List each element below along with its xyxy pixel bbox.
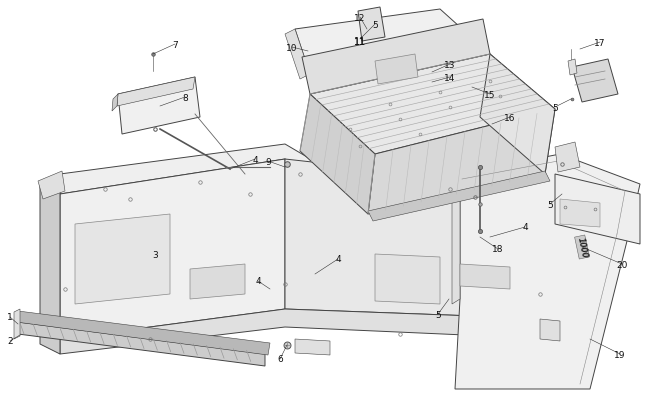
- Polygon shape: [375, 254, 440, 304]
- Text: 15: 15: [484, 90, 496, 99]
- Polygon shape: [455, 155, 640, 389]
- Polygon shape: [480, 55, 555, 175]
- Polygon shape: [295, 339, 330, 355]
- Polygon shape: [190, 264, 245, 299]
- Polygon shape: [572, 60, 618, 103]
- Text: 8: 8: [182, 93, 188, 102]
- Polygon shape: [555, 143, 580, 173]
- Polygon shape: [285, 30, 310, 80]
- Text: 2: 2: [7, 337, 13, 345]
- Text: 1: 1: [7, 313, 13, 322]
- Text: 4: 4: [252, 155, 258, 164]
- Polygon shape: [60, 145, 555, 209]
- Text: 12: 12: [354, 13, 366, 22]
- Polygon shape: [460, 264, 510, 289]
- Text: 17: 17: [594, 38, 606, 47]
- Text: 10: 10: [286, 43, 298, 52]
- Text: 3: 3: [152, 250, 158, 259]
- Polygon shape: [452, 175, 460, 304]
- Polygon shape: [16, 311, 270, 355]
- Polygon shape: [555, 175, 640, 244]
- Text: 11: 11: [354, 37, 366, 47]
- Text: 19: 19: [614, 350, 626, 358]
- Text: 18: 18: [492, 245, 504, 254]
- Polygon shape: [117, 78, 195, 107]
- Text: 6: 6: [277, 355, 283, 364]
- Polygon shape: [40, 175, 60, 354]
- Text: 5: 5: [435, 310, 441, 319]
- Polygon shape: [300, 95, 375, 215]
- Polygon shape: [285, 160, 555, 319]
- Polygon shape: [118, 78, 200, 135]
- Polygon shape: [302, 20, 490, 95]
- Polygon shape: [568, 60, 577, 76]
- Text: 4: 4: [522, 223, 528, 232]
- Text: 16: 16: [504, 113, 515, 122]
- Polygon shape: [295, 10, 490, 75]
- Polygon shape: [75, 215, 170, 304]
- Text: 9: 9: [265, 157, 271, 166]
- Polygon shape: [560, 200, 600, 228]
- Text: 11: 11: [354, 37, 366, 47]
- Text: 4: 4: [255, 277, 261, 286]
- Text: 4: 4: [335, 255, 341, 264]
- Polygon shape: [60, 309, 555, 354]
- Polygon shape: [368, 172, 550, 222]
- Polygon shape: [38, 172, 65, 200]
- Text: 14: 14: [445, 73, 456, 82]
- Text: 5: 5: [372, 20, 378, 30]
- Text: 5: 5: [547, 200, 553, 209]
- Polygon shape: [112, 95, 118, 112]
- Text: 20: 20: [616, 260, 628, 269]
- Text: 13: 13: [444, 60, 456, 69]
- Polygon shape: [14, 309, 20, 339]
- Text: 1000: 1000: [575, 236, 589, 258]
- Polygon shape: [368, 110, 555, 215]
- Polygon shape: [375, 55, 418, 85]
- Polygon shape: [358, 8, 385, 42]
- Polygon shape: [18, 322, 265, 366]
- Polygon shape: [310, 55, 555, 155]
- Polygon shape: [540, 319, 560, 341]
- Text: 5: 5: [552, 103, 558, 112]
- Text: 7: 7: [172, 40, 178, 49]
- Polygon shape: [60, 160, 285, 339]
